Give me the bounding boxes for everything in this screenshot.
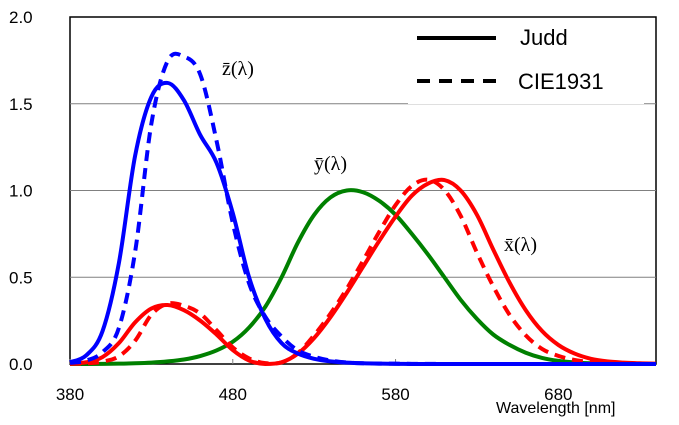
y-tick-label: 1.5	[9, 95, 33, 114]
annotation-y-bar: ȳ(λ)	[314, 153, 347, 175]
x-tick-label: 480	[219, 385, 247, 404]
annotation-x-bar: x̄(λ)	[504, 234, 537, 256]
x-tick-label: 380	[56, 385, 84, 404]
y-tick-label: 2.0	[9, 8, 33, 27]
legend-label-cie1931: CIE1931	[518, 69, 604, 94]
annotation-z-bar: z̄(λ)	[222, 58, 254, 80]
legend: Judd CIE1931	[408, 20, 644, 104]
x-axis-label: Wavelength [nm]	[496, 400, 615, 417]
y-tick-label: 1.0	[9, 182, 33, 201]
x-tick-label: 580	[381, 385, 409, 404]
legend-label-judd: Judd	[520, 25, 568, 50]
y-tick-label: 0.0	[9, 355, 33, 374]
y-axis-ticks: 0.0 0.5 1.0 1.5 2.0	[9, 8, 33, 374]
y-tick-label: 0.5	[9, 268, 33, 287]
